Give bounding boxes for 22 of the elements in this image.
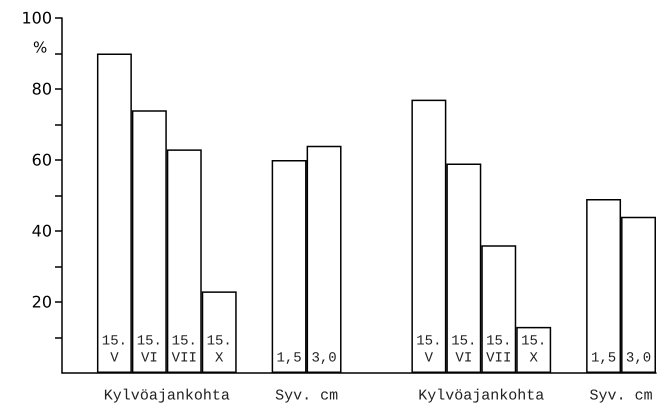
y-tick-label: 40 [32, 222, 52, 240]
text: Syv. cm [590, 388, 653, 404]
x-tick-label: 1,5 [276, 350, 302, 366]
y-tick-label: 100 [21, 8, 52, 28]
text: Syv. cm [275, 388, 338, 404]
y-tick-label: 60 [32, 150, 52, 170]
text: Kylvöajankohta [418, 388, 544, 404]
y-axis-title: % [33, 38, 48, 56]
x-tick-label: 15. V [102, 334, 128, 366]
x-tick-label: 15. VII [486, 334, 512, 366]
x-tick-label: 15. X [206, 334, 232, 366]
x-tick-label: 1,5 [590, 350, 616, 366]
y-tick-label: 80 [32, 80, 52, 98]
x-tick-label: 15. X [521, 334, 546, 366]
x-tick-label: 15. VII [172, 334, 197, 366]
x-tick-label: 15. V [416, 334, 442, 366]
x-tick-label: 15. VI [136, 334, 162, 366]
text: Kylvöajankohta [104, 388, 230, 404]
x-tick-label: 3,0 [311, 350, 337, 366]
x-tick-label: 3,0 [626, 350, 652, 366]
y-tick-label: 20 [32, 292, 52, 312]
x-tick-label: 15. VI [451, 334, 476, 366]
